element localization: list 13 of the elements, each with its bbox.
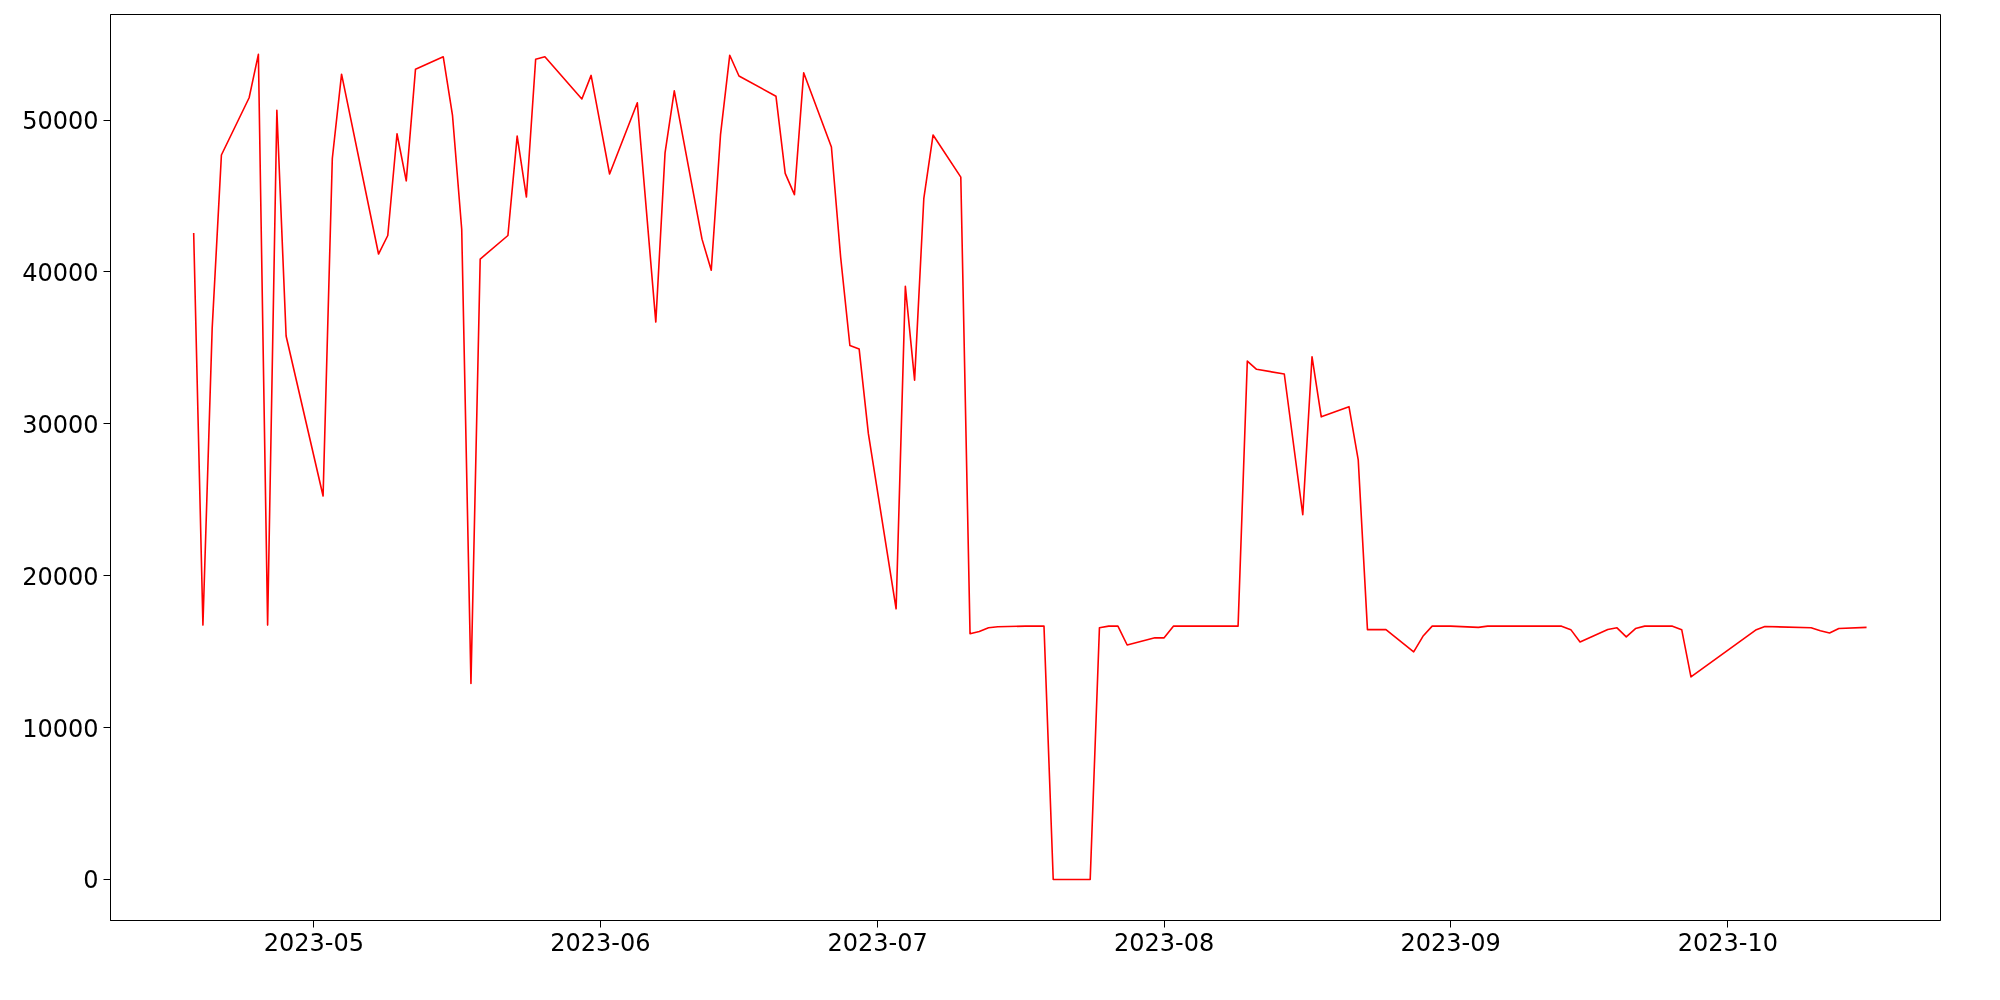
y-tick-label: 50000 <box>22 107 99 136</box>
x-tick-label: 2023-06 <box>550 928 651 957</box>
x-tick-label: 2023-05 <box>263 928 364 957</box>
line-series <box>192 53 1868 881</box>
y-tick-label: 10000 <box>22 714 99 743</box>
x-tick-label: 2023-09 <box>1400 928 1501 957</box>
y-tick-label: 20000 <box>22 562 99 591</box>
y-tick-label: 40000 <box>22 258 99 287</box>
x-tick-label: 2023-07 <box>827 928 928 957</box>
y-tick-label: 0 <box>83 866 99 895</box>
x-tick-label: 2023-10 <box>1677 928 1779 957</box>
y-tick-label: 30000 <box>22 410 99 439</box>
x-tick-label: 2023-08 <box>1114 928 1215 957</box>
